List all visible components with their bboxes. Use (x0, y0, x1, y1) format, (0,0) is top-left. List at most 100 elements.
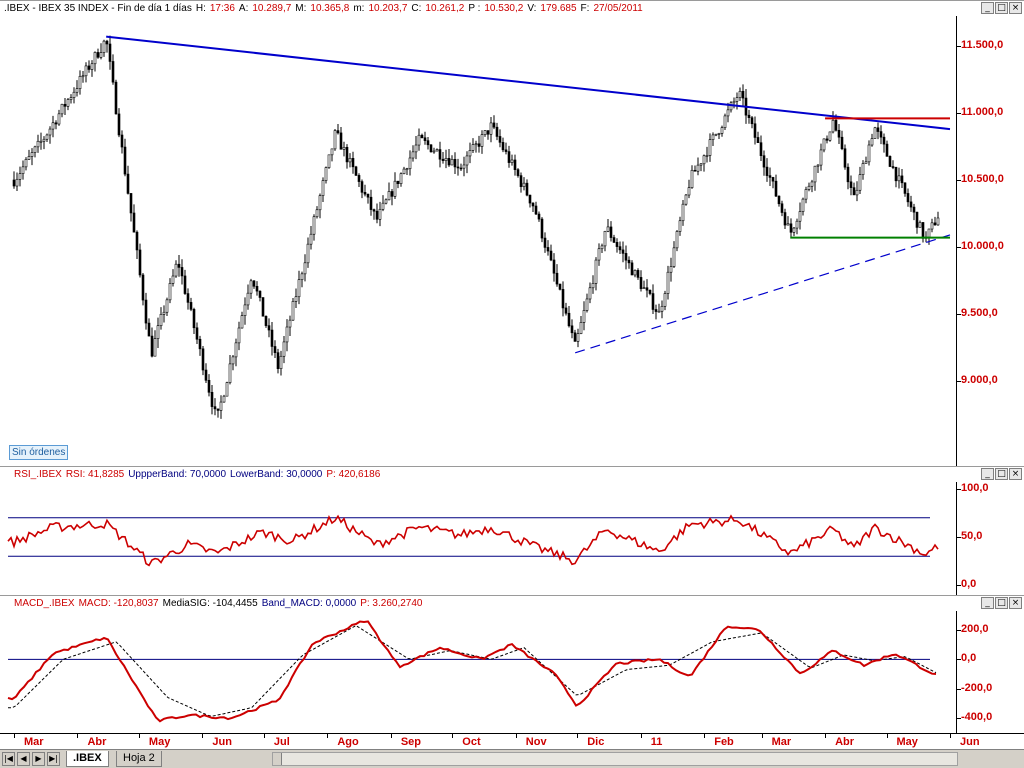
candle-body (621, 249, 625, 254)
maximize-button[interactable]: □ (995, 2, 1008, 14)
sheet-tab-hoja-2[interactable]: Hoja 2 (116, 751, 162, 767)
rsi-maximize-button[interactable]: □ (995, 468, 1008, 480)
price-candle (120, 130, 124, 154)
price-candle (645, 279, 649, 298)
price-title: .IBEX - IBEX 35 INDEX - Fin de día 1 día… (4, 3, 192, 14)
candle-body (177, 263, 181, 268)
candle-body (315, 209, 319, 218)
candle-body (813, 165, 817, 183)
candle-body (636, 270, 640, 278)
price-candle (858, 166, 862, 195)
price-candle (303, 254, 307, 282)
price-candle (756, 131, 760, 143)
candle-body (735, 97, 739, 102)
price-candle (297, 270, 301, 305)
price-candle (195, 322, 199, 345)
price-y-tick (957, 180, 961, 181)
price-candle (684, 194, 688, 206)
price-candle (831, 111, 835, 134)
candle-body (174, 263, 178, 277)
price-candle (387, 182, 391, 201)
no-orders-badge[interactable]: Sin órdenes (9, 445, 69, 460)
x-label: Feb (714, 736, 734, 748)
macd-close-button[interactable]: × (1009, 597, 1022, 609)
candle-body (477, 143, 481, 147)
price-candle (930, 218, 934, 233)
scrollbar-thumb[interactable] (273, 753, 282, 765)
last-sheet-button[interactable]: ▶| (47, 752, 60, 766)
candle-body (135, 231, 139, 251)
rsi-minimize-button[interactable]: _ (981, 468, 994, 480)
price-chart[interactable] (0, 16, 956, 466)
candle-body (723, 115, 727, 128)
rsi-chart[interactable] (0, 482, 956, 595)
price-candle (357, 173, 361, 188)
price-candle (918, 220, 922, 228)
candle-body (861, 163, 865, 176)
first-sheet-button[interactable]: |◀ (2, 752, 15, 766)
candle-body (654, 309, 658, 312)
candle-body (339, 132, 343, 150)
rsi-close-button[interactable]: × (1009, 468, 1022, 480)
candle-body (834, 119, 838, 131)
macd-chart[interactable] (0, 611, 956, 733)
candle-body (171, 275, 175, 284)
price-candle (582, 301, 586, 331)
price-candle (381, 195, 385, 212)
candle-body (45, 134, 49, 140)
candle-body (93, 52, 97, 65)
value-min: 10.203,7 (368, 3, 408, 14)
candle-body (102, 40, 106, 53)
price-candle (426, 137, 430, 150)
price-candle (738, 87, 742, 102)
horizontal-scrollbar[interactable] (272, 752, 958, 766)
candle-body (444, 157, 448, 161)
candle-body (81, 75, 85, 78)
candle-body (462, 164, 466, 169)
trend-line (106, 35, 951, 131)
x-tick (825, 734, 827, 738)
macd-value: MACD: -120,8037 (78, 598, 159, 609)
price-candle (747, 109, 751, 124)
candle-body (474, 143, 478, 146)
rsi-y-label: 100,0 (961, 482, 989, 494)
price-candle (543, 232, 547, 253)
price-candle (510, 154, 514, 166)
candle-body (597, 248, 601, 261)
candle-body (348, 158, 352, 163)
next-sheet-button[interactable]: ▶ (32, 752, 45, 766)
minimize-button[interactable]: _ (981, 2, 994, 14)
price-candle (18, 166, 22, 187)
macd-p: P: 3.260,2740 (360, 598, 423, 609)
candle-body (483, 130, 487, 135)
sheet-tab-ibex[interactable]: .IBEX (66, 751, 109, 767)
price-candle (891, 160, 895, 170)
price-candle (828, 131, 832, 142)
price-candle (444, 149, 448, 169)
rsi-p: P: 420,6186 (326, 469, 381, 480)
price-candle (261, 297, 265, 317)
candle-body (702, 155, 706, 165)
candle-body (519, 175, 523, 187)
candle-body (930, 222, 934, 230)
price-candle (849, 175, 853, 196)
macd-minimize-button[interactable]: _ (981, 597, 994, 609)
candle-body (243, 304, 247, 316)
price-candle (564, 302, 568, 316)
candle-body (729, 102, 733, 111)
price-candle (933, 216, 937, 226)
prev-sheet-button[interactable]: ◀ (17, 752, 30, 766)
price-candle (369, 189, 373, 216)
price-candle (495, 122, 499, 141)
close-button[interactable]: × (1009, 2, 1022, 14)
macd-maximize-button[interactable]: □ (995, 597, 1008, 609)
price-candle (636, 268, 640, 280)
candle-body (591, 283, 595, 289)
value-h: 17:36 (209, 3, 235, 14)
price-candle (753, 116, 757, 145)
price-candle (468, 142, 472, 164)
candle-body (318, 195, 322, 211)
price-candle (624, 245, 628, 270)
candle-body (408, 157, 412, 170)
x-label: Nov (525, 736, 547, 748)
